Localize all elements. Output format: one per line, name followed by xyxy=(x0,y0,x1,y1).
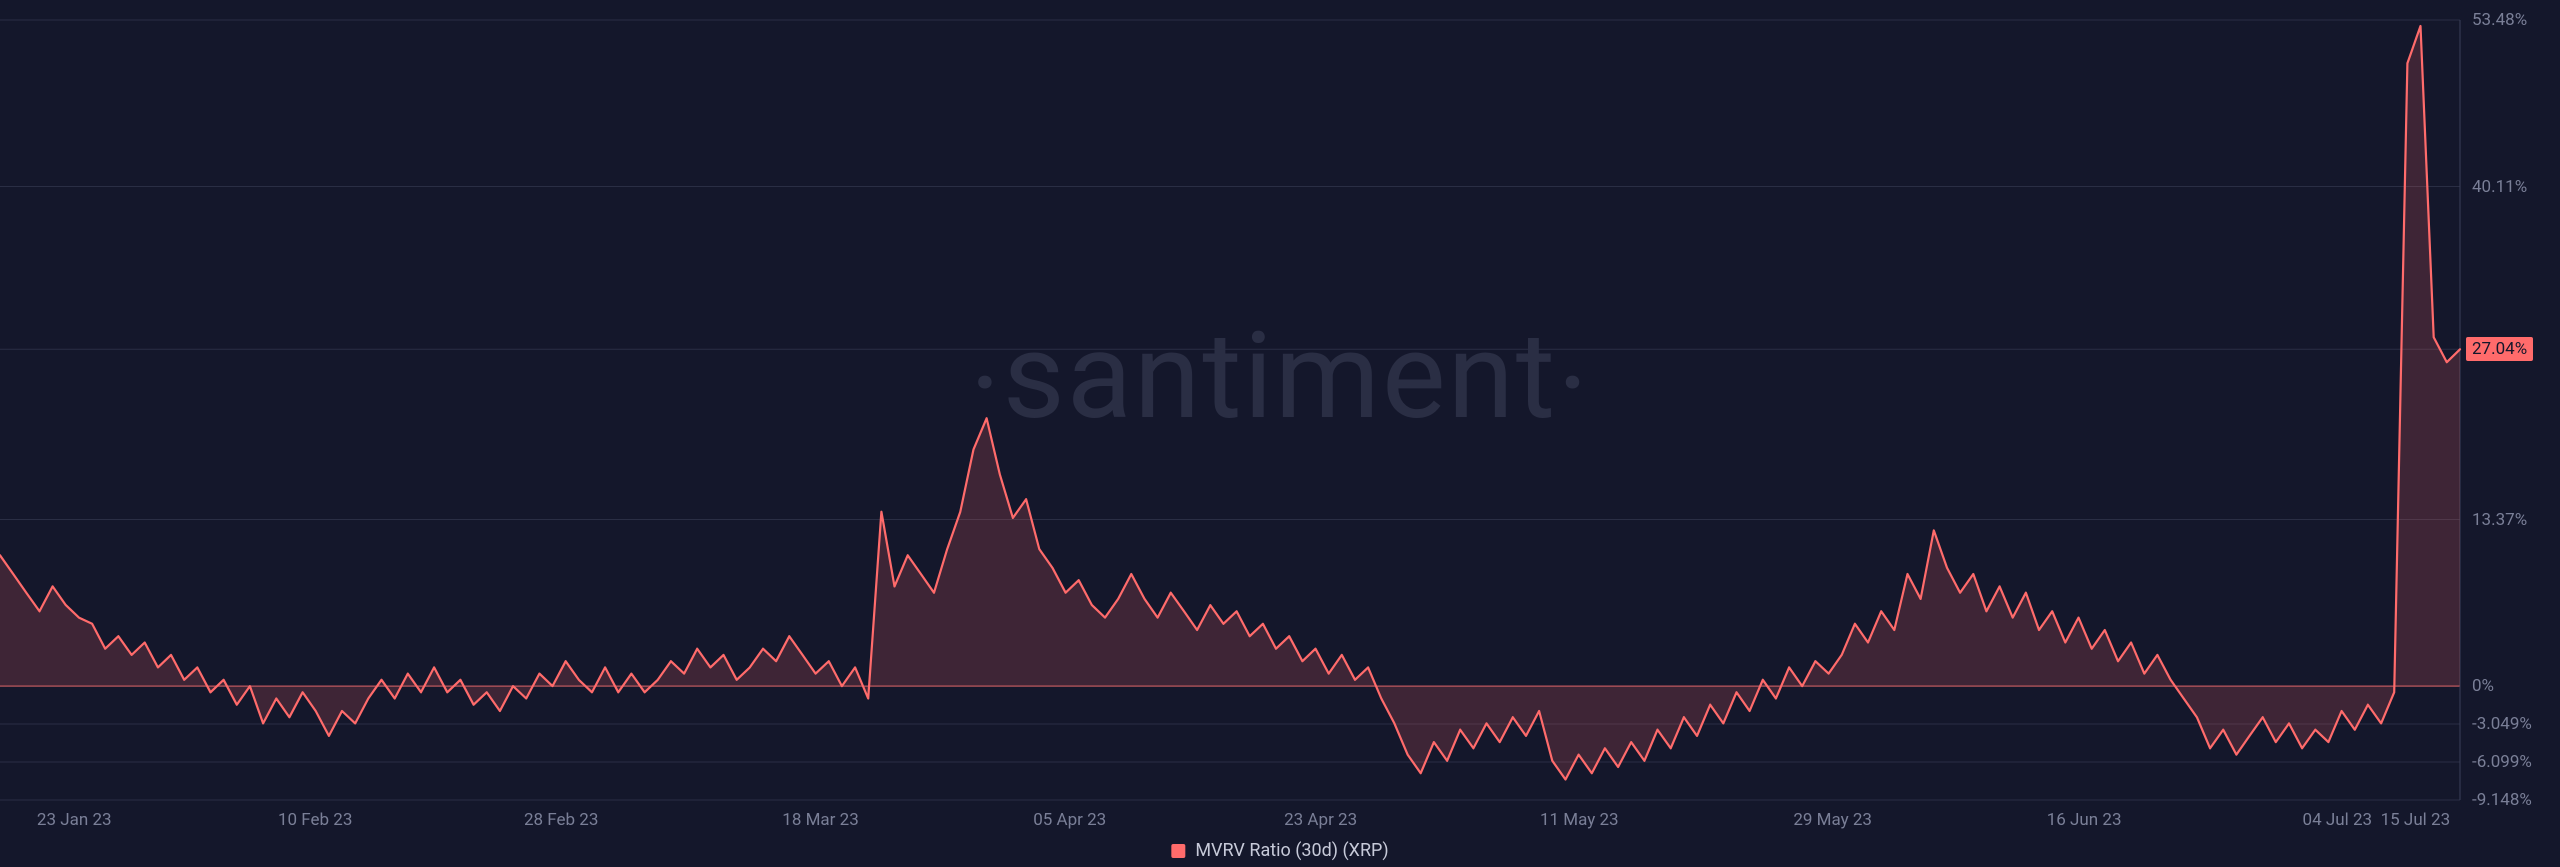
x-tick-label: 04 Jul 23 xyxy=(2303,810,2373,830)
current-value-badge: 27.04% xyxy=(2466,337,2533,361)
x-tick-label: 16 Jun 23 xyxy=(2047,810,2122,830)
x-tick-label: 05 Apr 23 xyxy=(1033,810,1106,830)
x-tick-label: 23 Apr 23 xyxy=(1284,810,1357,830)
x-tick-label: 23 Jan 23 xyxy=(37,810,112,830)
y-tick-label: 13.37% xyxy=(2472,510,2527,530)
x-tick-label: 11 May 23 xyxy=(1540,810,1619,830)
y-tick-label: -3.049% xyxy=(2472,714,2532,734)
legend[interactable]: MVRV Ratio (30d) (XRP) xyxy=(1171,840,1388,861)
mvrv-chart-container: ·santiment· 23 Jan 2310 Feb 2328 Feb 231… xyxy=(0,0,2560,867)
y-tick-label: 53.48% xyxy=(2472,10,2527,30)
x-tick-label: 28 Feb 23 xyxy=(524,810,598,830)
legend-label: MVRV Ratio (30d) (XRP) xyxy=(1195,840,1388,861)
x-tick-label: 15 Jul 23 xyxy=(2381,810,2451,830)
y-tick-label: -6.099% xyxy=(2472,752,2532,772)
y-tick-label: 0% xyxy=(2472,676,2494,696)
x-tick-label: 18 Mar 23 xyxy=(782,810,859,830)
current-value-text: 27.04% xyxy=(2472,339,2527,359)
x-tick-label: 29 May 23 xyxy=(1793,810,1872,830)
chart-svg[interactable] xyxy=(0,0,2560,867)
x-tick-label: 10 Feb 23 xyxy=(278,810,352,830)
y-tick-label: 40.11% xyxy=(2472,177,2527,197)
y-tick-label: -9.148% xyxy=(2472,790,2532,810)
legend-swatch xyxy=(1171,844,1185,858)
